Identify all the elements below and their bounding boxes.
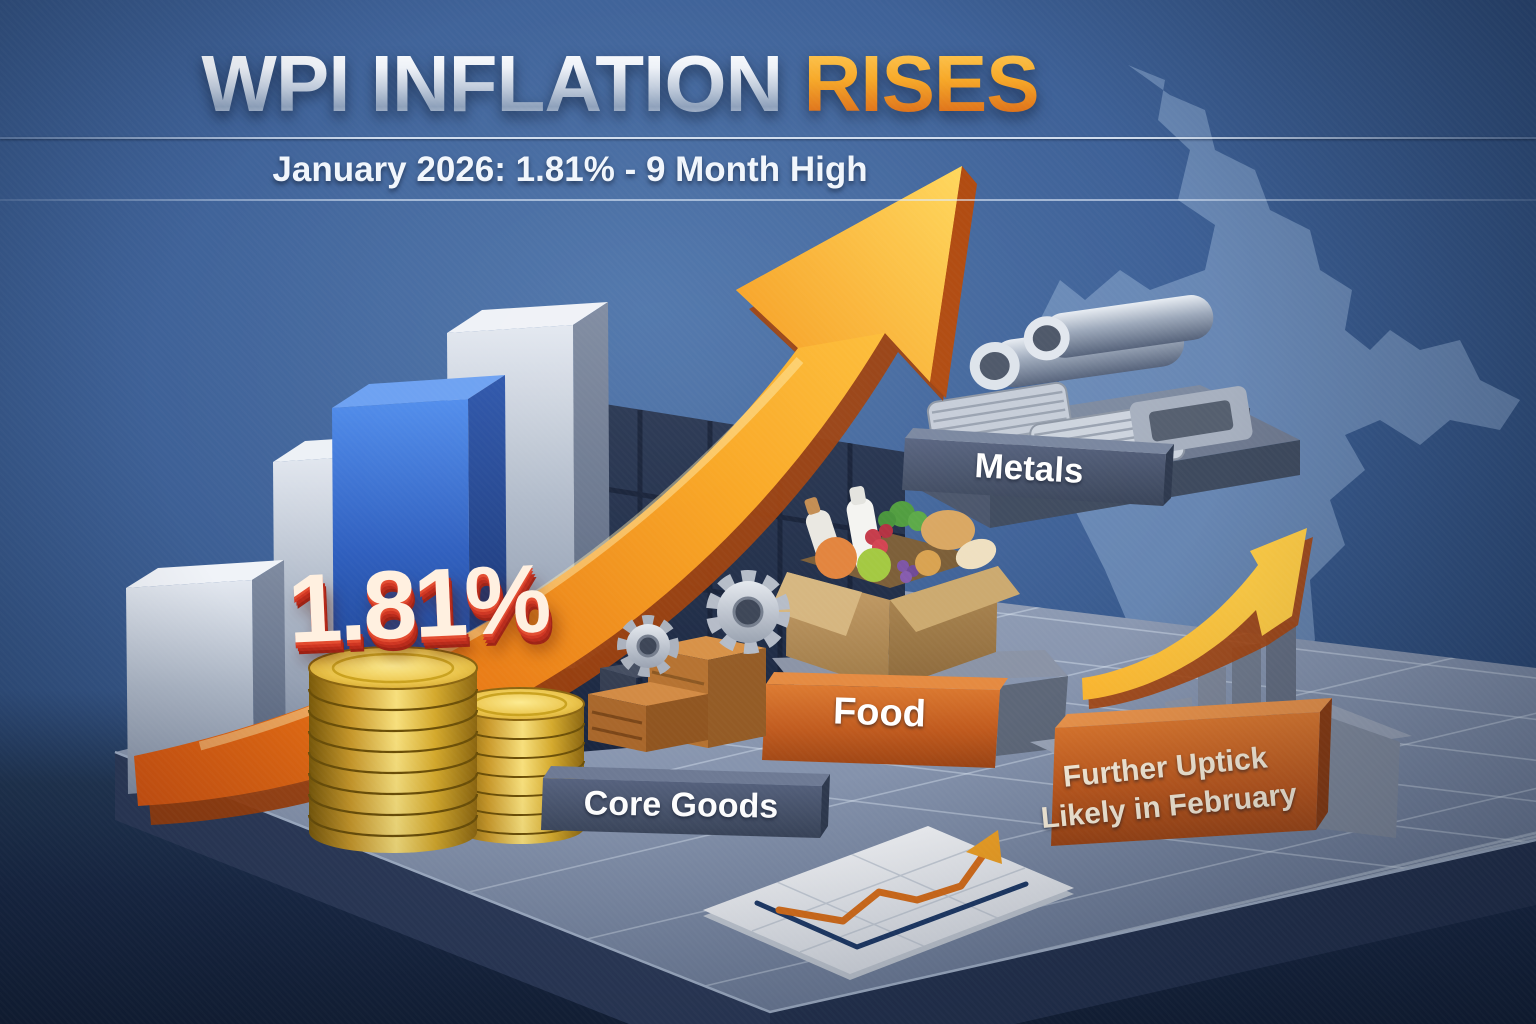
food-box-icon: [770, 566, 1020, 690]
trend-arrowhead-icon: [966, 830, 1002, 864]
title-accent: RISES: [803, 39, 1040, 128]
blue-bar: [332, 375, 507, 710]
food-label: Food: [832, 690, 927, 736]
coin-stack-left: [307, 646, 479, 853]
trend-line: [775, 850, 988, 925]
uptick-pedestal: [1316, 714, 1400, 838]
coin-stacks-icon: [307, 646, 585, 853]
food-plaque: [762, 672, 1008, 768]
metals-group: [902, 294, 1300, 528]
inflation-value: 1.81%: [285, 543, 551, 664]
core-goods-plaque: [541, 766, 830, 838]
gear-icon-small: [617, 615, 679, 677]
core-goods-label: Core Goods: [583, 784, 779, 826]
metals-plaque: [902, 428, 1174, 506]
bar-chart-bars: [126, 302, 610, 794]
title-main: WPI INFLATION: [201, 39, 783, 128]
page-title: WPI INFLATION RISES: [0, 38, 1240, 130]
uptick-group: [1030, 528, 1412, 846]
food-groceries-icon: [804, 486, 997, 583]
uptick-arrow-icon: [1082, 528, 1313, 709]
gear-icon-large: [706, 570, 790, 654]
divider-line-top: [0, 137, 1536, 139]
subtitle: January 2026: 1.81% - 9 Month High: [272, 150, 868, 189]
uptick-plaque: [1051, 698, 1332, 846]
trend-axis: [754, 881, 1029, 950]
divider-line-bottom: [0, 199, 1536, 201]
core-goods-group: [541, 570, 830, 838]
trend-chart-paper: [703, 826, 1074, 980]
food-group: [762, 486, 1068, 768]
